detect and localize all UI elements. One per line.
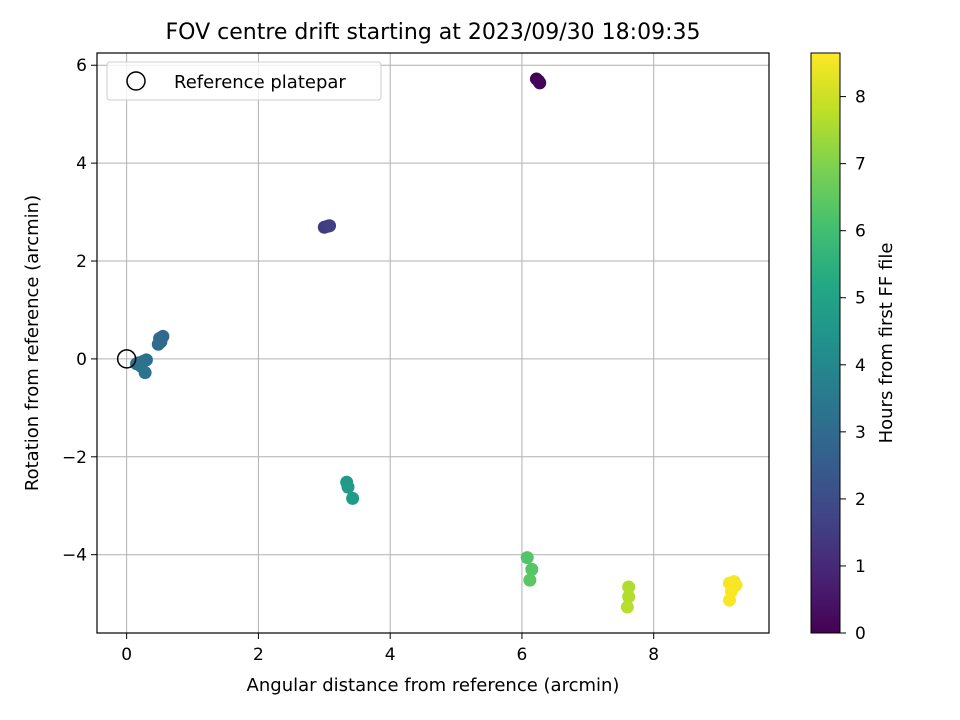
data-point [138,366,152,380]
x-axis-ticks: 0 2 4 6 8 [121,633,659,665]
legend: Reference platepar [106,61,382,101]
x-tick-label: 8 [648,645,659,665]
colorbar-label: Hours from first FF file [876,243,897,444]
axes-frame [96,52,770,634]
data-point [346,491,360,505]
y-tick-label: 6 [76,56,87,76]
colorbar-ticks: 0 1 2 3 4 5 6 7 8 [840,88,866,644]
colorbar-tick-label: 0 [855,624,866,644]
x-tick-label: 0 [121,645,132,665]
data-point [323,219,337,233]
legend-label: Reference platepar [174,72,346,93]
data-points [116,72,743,614]
reference-marker-icon [126,71,146,91]
plot-area: 0 2 4 6 8 −4 −2 0 2 4 6 [62,52,770,665]
colorbar-frame [810,52,841,634]
data-point [523,573,537,587]
data-point [622,590,636,604]
data-point [525,562,539,576]
data-point [151,337,165,351]
y-tick-label: −2 [62,448,87,468]
colorbar-gradient [811,53,840,633]
colorbar-tick-label: 4 [855,356,866,376]
data-point [341,480,355,494]
data-point [722,593,736,607]
grid-lines [97,53,769,633]
colorbar: 0 1 2 3 4 5 6 7 8 Hours from first FF file [810,52,897,644]
x-tick-label: 6 [517,645,528,665]
data-point [533,76,547,90]
colorbar-tick-label: 5 [855,289,866,309]
chart-title: FOV centre drift starting at 2023/09/30 … [166,20,701,45]
colorbar-tick-label: 1 [855,557,866,577]
reference-point [116,349,137,369]
x-axis-label: Angular distance from reference (arcmin) [247,675,620,696]
y-tick-label: −4 [62,546,87,566]
colorbar-tick-label: 6 [855,222,866,242]
y-tick-label: 0 [76,350,87,370]
x-tick-label: 2 [253,645,264,665]
y-tick-label: 2 [76,252,87,272]
colorbar-tick-label: 2 [855,490,866,510]
y-axis-label: Rotation from reference (arcmin) [22,195,43,491]
data-point [622,580,636,594]
x-tick-label: 4 [385,645,396,665]
colorbar-tick-label: 3 [855,423,866,443]
legend-box [106,61,382,101]
y-axis-ticks: −4 −2 0 2 4 6 [62,56,97,566]
data-point [620,600,634,614]
colorbar-tick-label: 7 [855,155,866,175]
colorbar-tick-label: 8 [855,88,866,108]
data-point [520,551,534,565]
y-tick-label: 4 [76,154,87,174]
